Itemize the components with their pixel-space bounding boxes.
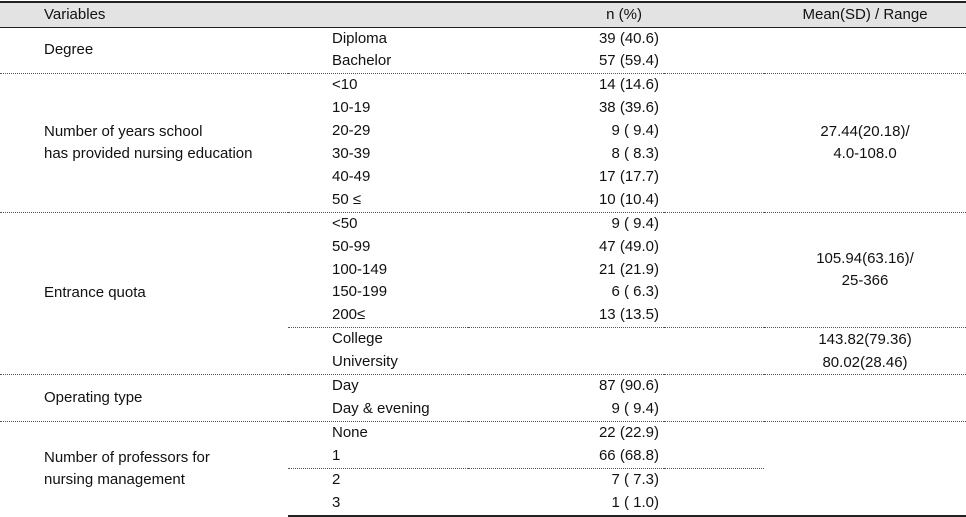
variable-years-line1: Number of years school [44, 123, 203, 141]
subcategory-label: 20-29 [332, 122, 371, 140]
n-percent-value: 6 ( 6.3) [611, 283, 660, 301]
mean-range-years: 27.44(20.18)/ 4.0-108.0 [764, 73, 966, 213]
n-percent-value: 66 (68.8) [598, 446, 660, 464]
subcategory-label: 2 [288, 467, 469, 492]
mean-sd-value: 80.02(28.46) [822, 353, 908, 371]
header-gap [664, 2, 764, 27]
n-percent-value: 87 (90.6) [468, 374, 665, 398]
variable-professors-line2: nursing management [44, 470, 185, 488]
subcategory-label: 40-49 [332, 167, 371, 185]
range-value: 25-366 [841, 272, 889, 290]
table-row: 20-29 9 ( 9.4) [0, 120, 966, 143]
mean-sd-value: 27.44(20.18)/ [820, 123, 910, 141]
table-row: 150-199 6 ( 6.3) [0, 281, 966, 304]
table-row: 40-49 17 (17.7) [0, 166, 966, 189]
table-row: 100-149 21 (21.9) [0, 259, 966, 282]
table-row: 1 66 (68.8) [0, 445, 966, 468]
n-percent-value: 47 (49.0) [598, 237, 660, 255]
subcategory-label: <50 [288, 211, 469, 236]
n-percent-value: 9 ( 9.4) [611, 400, 660, 417]
table-row: 50-99 47 (49.0) [0, 236, 966, 259]
variable-operating-type: Operating type [0, 374, 288, 422]
table-row: Day & evening 9 ( 9.4) [0, 398, 966, 421]
n-percent-value: 39 (40.6) [598, 29, 660, 47]
n-percent-value: 38 (39.6) [598, 99, 660, 117]
subcategory-label: University [332, 353, 398, 371]
table-row: Operating type Day 87 (90.6) [0, 374, 966, 422]
n-percent-value: 17 (17.7) [598, 167, 660, 185]
subcategory-label: <10 [288, 73, 469, 98]
n-percent-value: 7 ( 7.3) [468, 467, 665, 492]
subcategory-label: Diploma [332, 29, 388, 47]
n-percent-value: 22 (22.9) [468, 420, 665, 445]
table-row: 30-39 8 ( 8.3) [0, 143, 966, 166]
mean-sd-value: 105.94(63.16)/ [816, 250, 914, 268]
range-value: 4.0-108.0 [833, 145, 897, 163]
variable-entrance-quota: Entrance quota [0, 211, 288, 375]
subcategory-label: College [288, 327, 469, 352]
subcategory-label: 10-19 [332, 99, 371, 117]
n-percent-value: 9 ( 9.4) [468, 211, 665, 236]
subcategory-label: 3 [288, 491, 469, 517]
subcategory-label: 100-149 [332, 260, 388, 278]
table-row: 200≤ 13 (13.5) [0, 304, 966, 327]
n-percent-value: 1 ( 1.0) [468, 491, 665, 517]
variable-years-line2: has provided nursing education [44, 145, 253, 163]
subcategory-label: 150-199 [332, 283, 388, 301]
table-row: 2 7 ( 7.3) [0, 467, 966, 492]
table-row: 10-19 38 (39.6) [0, 97, 966, 120]
subcategory-label: 50 ≤ [332, 190, 362, 208]
header-variables: Variables [44, 6, 106, 24]
header-row: Variables n (%) Mean(SD) / Range [0, 2, 966, 27]
mean-sd-value: 143.82(79.36) [764, 327, 966, 352]
n-percent-value: 57 (59.4) [598, 52, 660, 70]
n-percent-value: 14 (14.6) [468, 73, 665, 98]
subcategory-label: 30-39 [332, 145, 371, 163]
table-row: Number of professors for nursing managem… [0, 420, 966, 516]
table-row: 50 ≤ 10 (10.4) [0, 189, 966, 212]
variable-professors-line1: Number of professors for [44, 448, 210, 466]
table-row: University 80.02(28.46) [0, 351, 966, 374]
n-percent-value: 9 ( 9.4) [611, 122, 660, 140]
subcategory-label: 200≤ [332, 306, 366, 324]
variable-professors: Number of professors for nursing managem… [0, 420, 288, 516]
table-row: Degree Diploma 39 (40.6) [0, 27, 966, 59]
table-row: Bachelor 57 (59.4) [0, 50, 966, 73]
subcategory-label: 1 [332, 446, 341, 464]
mean-range-quota: 105.94(63.16)/ 25-366 [764, 211, 966, 328]
n-percent-value: 10 (10.4) [598, 190, 660, 208]
variable-degree: Degree [44, 41, 94, 59]
subcategory-label: Day [288, 374, 469, 398]
table-row: College 143.82(79.36) [0, 327, 966, 352]
subcategory-label: 50-99 [332, 237, 371, 255]
n-percent-value: 21 (21.9) [598, 260, 660, 278]
n-percent-value: 13 (13.5) [598, 306, 660, 324]
subcategory-label: Day & evening [332, 400, 430, 417]
n-percent-value: 8 ( 8.3) [611, 145, 660, 163]
table-row: Number of years school has provided nurs… [0, 73, 966, 213]
header-mean-range: Mean(SD) / Range [802, 6, 928, 24]
variable-years: Number of years school has provided nurs… [0, 73, 288, 213]
subcategory-label: None [288, 420, 469, 445]
header-n-percent: n (%) [606, 6, 643, 24]
table-row: Entrance quota <50 9 ( 9.4) 105.94(63.16… [0, 211, 966, 375]
subcategory-label: Bachelor [332, 52, 392, 70]
